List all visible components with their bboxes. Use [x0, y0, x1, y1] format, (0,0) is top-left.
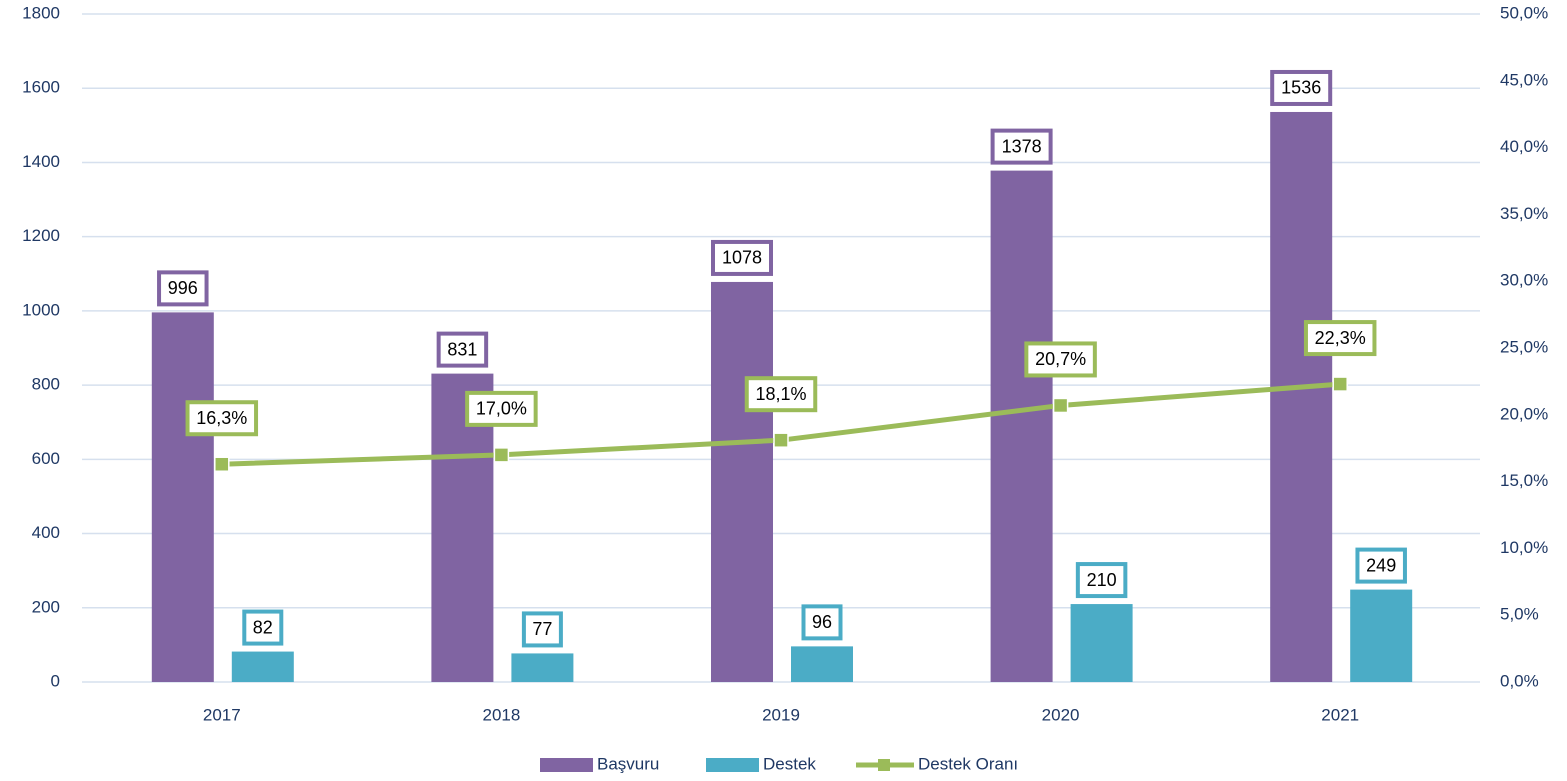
x-tick-label: 2020: [1042, 705, 1080, 724]
y-tick-label: 1000: [22, 300, 60, 319]
data-label-box: [1270, 69, 1333, 106]
y2-tick-label: 0,0%: [1500, 671, 1539, 690]
data-label: 210: [1087, 570, 1117, 590]
data-label: 82: [253, 617, 273, 637]
y2-tick-label: 10,0%: [1500, 538, 1548, 557]
y2-tick-label: 5,0%: [1500, 605, 1539, 624]
bar: [791, 646, 853, 682]
line-marker: [214, 456, 230, 472]
y2-tick-label: 15,0%: [1500, 471, 1548, 490]
y-tick-label: 200: [32, 597, 60, 616]
y-tick-label: 1400: [22, 152, 60, 171]
data-label-box: [1303, 320, 1377, 357]
legend-label: Destek Oranı: [918, 754, 1018, 773]
data-label-box: [185, 400, 259, 437]
bar: [1270, 111, 1333, 683]
y2-tick-label: 50,0%: [1500, 3, 1548, 22]
y2-tick-label: 20,0%: [1500, 404, 1548, 423]
line-marker: [1332, 376, 1348, 392]
x-tick-label: 2021: [1321, 705, 1359, 724]
line-marker: [773, 432, 789, 448]
data-label-box: [242, 609, 284, 646]
bar: [151, 312, 214, 682]
data-label-box: [990, 128, 1053, 165]
x-tick-label: 2018: [482, 705, 520, 724]
y-tick-label: 1600: [22, 78, 60, 97]
data-label: 96: [812, 612, 832, 632]
data-label: 1078: [722, 248, 762, 268]
bar: [1070, 604, 1133, 682]
y2-tick-label: 30,0%: [1500, 271, 1548, 290]
data-label-box: [1024, 341, 1097, 378]
y2-tick-label: 45,0%: [1500, 70, 1548, 89]
line-marker: [493, 447, 510, 463]
bar: [231, 651, 294, 682]
bar: [511, 653, 574, 682]
legend-swatch: [706, 758, 759, 772]
data-label: 20,7%: [1035, 349, 1086, 369]
data-label: 1536: [1281, 78, 1321, 98]
data-label-box: [744, 376, 818, 413]
data-label: 996: [168, 278, 198, 298]
data-label-box: [157, 270, 209, 307]
bar: [711, 281, 773, 682]
data-label-box: [711, 239, 773, 276]
y-tick-label: 1200: [22, 226, 60, 245]
data-label-box: [521, 611, 563, 648]
data-label: 1378: [1002, 136, 1042, 156]
y2-tick-label: 40,0%: [1500, 137, 1548, 156]
bar: [1350, 589, 1413, 682]
data-label: 77: [532, 619, 552, 639]
data-label: 249: [1366, 555, 1396, 575]
data-label: 831: [447, 339, 477, 359]
legend-marker: [878, 759, 890, 771]
bar: [990, 170, 1053, 682]
y-tick-label: 800: [32, 375, 60, 394]
y-tick-label: 0: [51, 671, 60, 690]
data-label: 18,1%: [755, 384, 806, 404]
data-label-box: [436, 331, 489, 368]
y2-tick-label: 35,0%: [1500, 204, 1548, 223]
data-label-box: [465, 390, 538, 427]
x-tick-label: 2017: [203, 705, 241, 724]
legend-label: Başvuru: [597, 754, 659, 773]
line-marker: [1052, 397, 1069, 414]
data-label-box: [1075, 562, 1128, 599]
x-tick-label: 2019: [762, 705, 800, 724]
y-tick-label: 1800: [22, 3, 60, 22]
y-tick-label: 600: [32, 449, 60, 468]
y2-tick-label: 25,0%: [1500, 337, 1548, 356]
data-label-box: [801, 604, 843, 641]
legend-label: Destek: [763, 754, 816, 773]
data-label: 22,3%: [1315, 328, 1366, 348]
y-tick-label: 400: [32, 523, 60, 542]
data-label-box: [1355, 547, 1407, 584]
data-label: 16,3%: [196, 408, 247, 428]
legend-swatch: [540, 758, 593, 772]
data-label: 17,0%: [476, 399, 527, 419]
